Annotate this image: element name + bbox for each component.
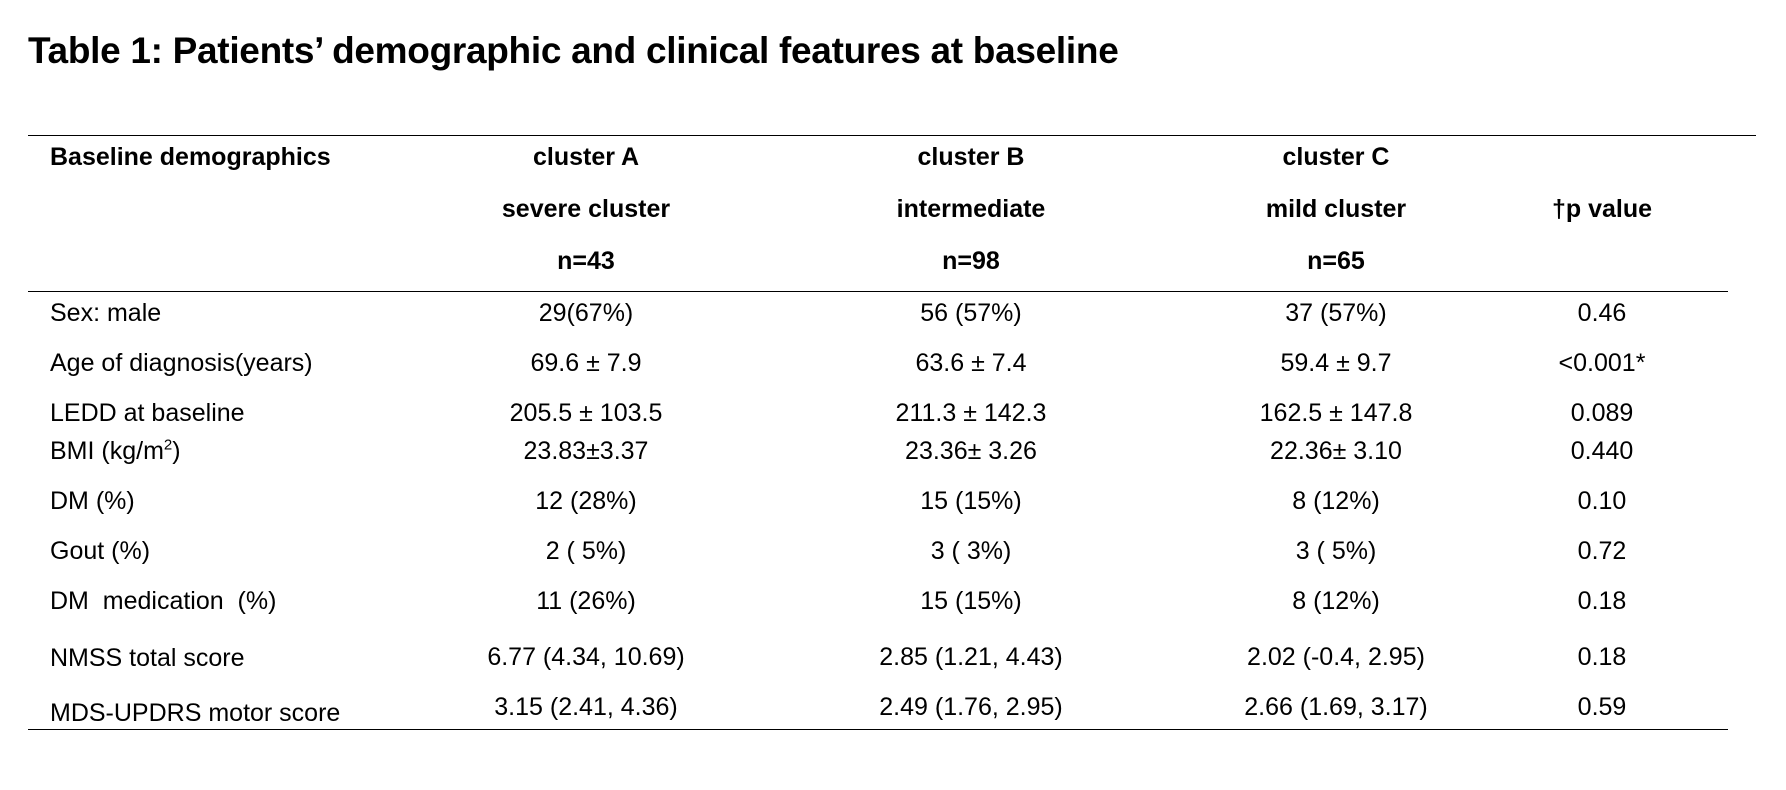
table-cell: 3.15 (2.41, 4.36) (494, 693, 678, 721)
header-cluster-a-n: n=43 (557, 247, 615, 275)
table-cell: 2 ( 5%) (545, 537, 627, 565)
row-label-bmi: BMI (kg/m2) (50, 436, 181, 466)
row-label-nmss: NMSS total score (50, 644, 245, 672)
table-cell: 56 (57%) (920, 299, 1022, 327)
table-cell: 3 ( 5%) (1295, 537, 1377, 565)
header-baseline-demographics: Baseline demographics (50, 143, 331, 171)
header-cluster-b-n: n=98 (942, 247, 1000, 275)
header-p-value: †p value (1551, 195, 1653, 223)
table-bottom-rule (28, 729, 1728, 730)
table-cell: 23.36± 3.26 (905, 437, 1037, 465)
table-title: Table 1: Patients’ demographic and clini… (28, 30, 1119, 71)
table-cell-p: <0.001* (1558, 349, 1646, 377)
row-label-dm: DM (%) (50, 487, 135, 515)
table-cell-p: 0.59 (1577, 693, 1627, 721)
row-label-gout: Gout (%) (50, 537, 151, 565)
table-cell: 6.77 (4.34, 10.69) (487, 643, 685, 671)
table-cell: 8 (12%) (1292, 587, 1380, 615)
header-bottom-rule (28, 291, 1728, 292)
row-label-age: Age of diagnosis(years) (50, 349, 313, 377)
table-cell: 2.66 (1.69, 3.17) (1244, 693, 1428, 721)
table-cell: 15 (15%) (920, 587, 1022, 615)
header-cluster-c-name: cluster C (1282, 143, 1390, 171)
bmi-label-main: BMI (kg/m (50, 437, 164, 465)
table-cell: 2.02 (-0.4, 2.95) (1247, 643, 1425, 671)
table-cell: 211.3 ± 142.3 (895, 399, 1047, 427)
table-cell-p: 0.10 (1577, 487, 1627, 515)
table-top-rule (28, 135, 1756, 136)
header-cluster-c-desc: mild cluster (1265, 195, 1407, 223)
table-cell: 162.5 ± 147.8 (1259, 399, 1413, 427)
table-cell: 69.6 ± 7.9 (530, 349, 642, 377)
header-cluster-a-name: cluster A (532, 143, 640, 171)
row-label-ledd: LEDD at baseline (50, 399, 245, 427)
table-cell: 37 (57%) (1285, 299, 1387, 327)
table-cell: 12 (28%) (535, 487, 637, 515)
table-cell: 59.4 ± 9.7 (1280, 349, 1392, 377)
header-cluster-c-n: n=65 (1307, 247, 1365, 275)
header-cluster-b-name: cluster B (917, 143, 1025, 171)
table-cell: 8 (12%) (1292, 487, 1380, 515)
table-cell: 63.6 ± 7.4 (915, 349, 1027, 377)
row-label-dm-medication: DM medication (%) (50, 587, 277, 615)
table-cell: 23.83±3.37 (523, 437, 649, 465)
row-label-sex: Sex: male (50, 299, 162, 327)
table-cell-p: 0.18 (1577, 587, 1627, 615)
header-cluster-b-desc: intermediate (896, 195, 1046, 223)
table-cell-p: 0.089 (1570, 399, 1634, 427)
table-cell-p: 0.46 (1577, 299, 1627, 327)
table-cell: 15 (15%) (920, 487, 1022, 515)
table-cell: 3 ( 3%) (930, 537, 1012, 565)
bmi-label-superscript: 2 (163, 436, 173, 454)
bmi-label-end: ) (172, 437, 181, 465)
table-cell: 2.85 (1.21, 4.43) (879, 643, 1063, 671)
header-cluster-a-desc: severe cluster (501, 195, 671, 223)
table-cell: 205.5 ± 103.5 (509, 399, 663, 427)
table-cell: 29(67%) (538, 299, 634, 327)
table-cell: 22.36± 3.10 (1270, 437, 1402, 465)
table-cell: 2.49 (1.76, 2.95) (879, 693, 1063, 721)
table-cell: 11 (26%) (536, 587, 636, 615)
table-cell-p: 0.440 (1570, 437, 1634, 465)
row-label-mds-updrs: MDS-UPDRS motor score (50, 699, 341, 727)
table-cell-p: 0.72 (1577, 537, 1627, 565)
table-cell-p: 0.18 (1577, 643, 1627, 671)
